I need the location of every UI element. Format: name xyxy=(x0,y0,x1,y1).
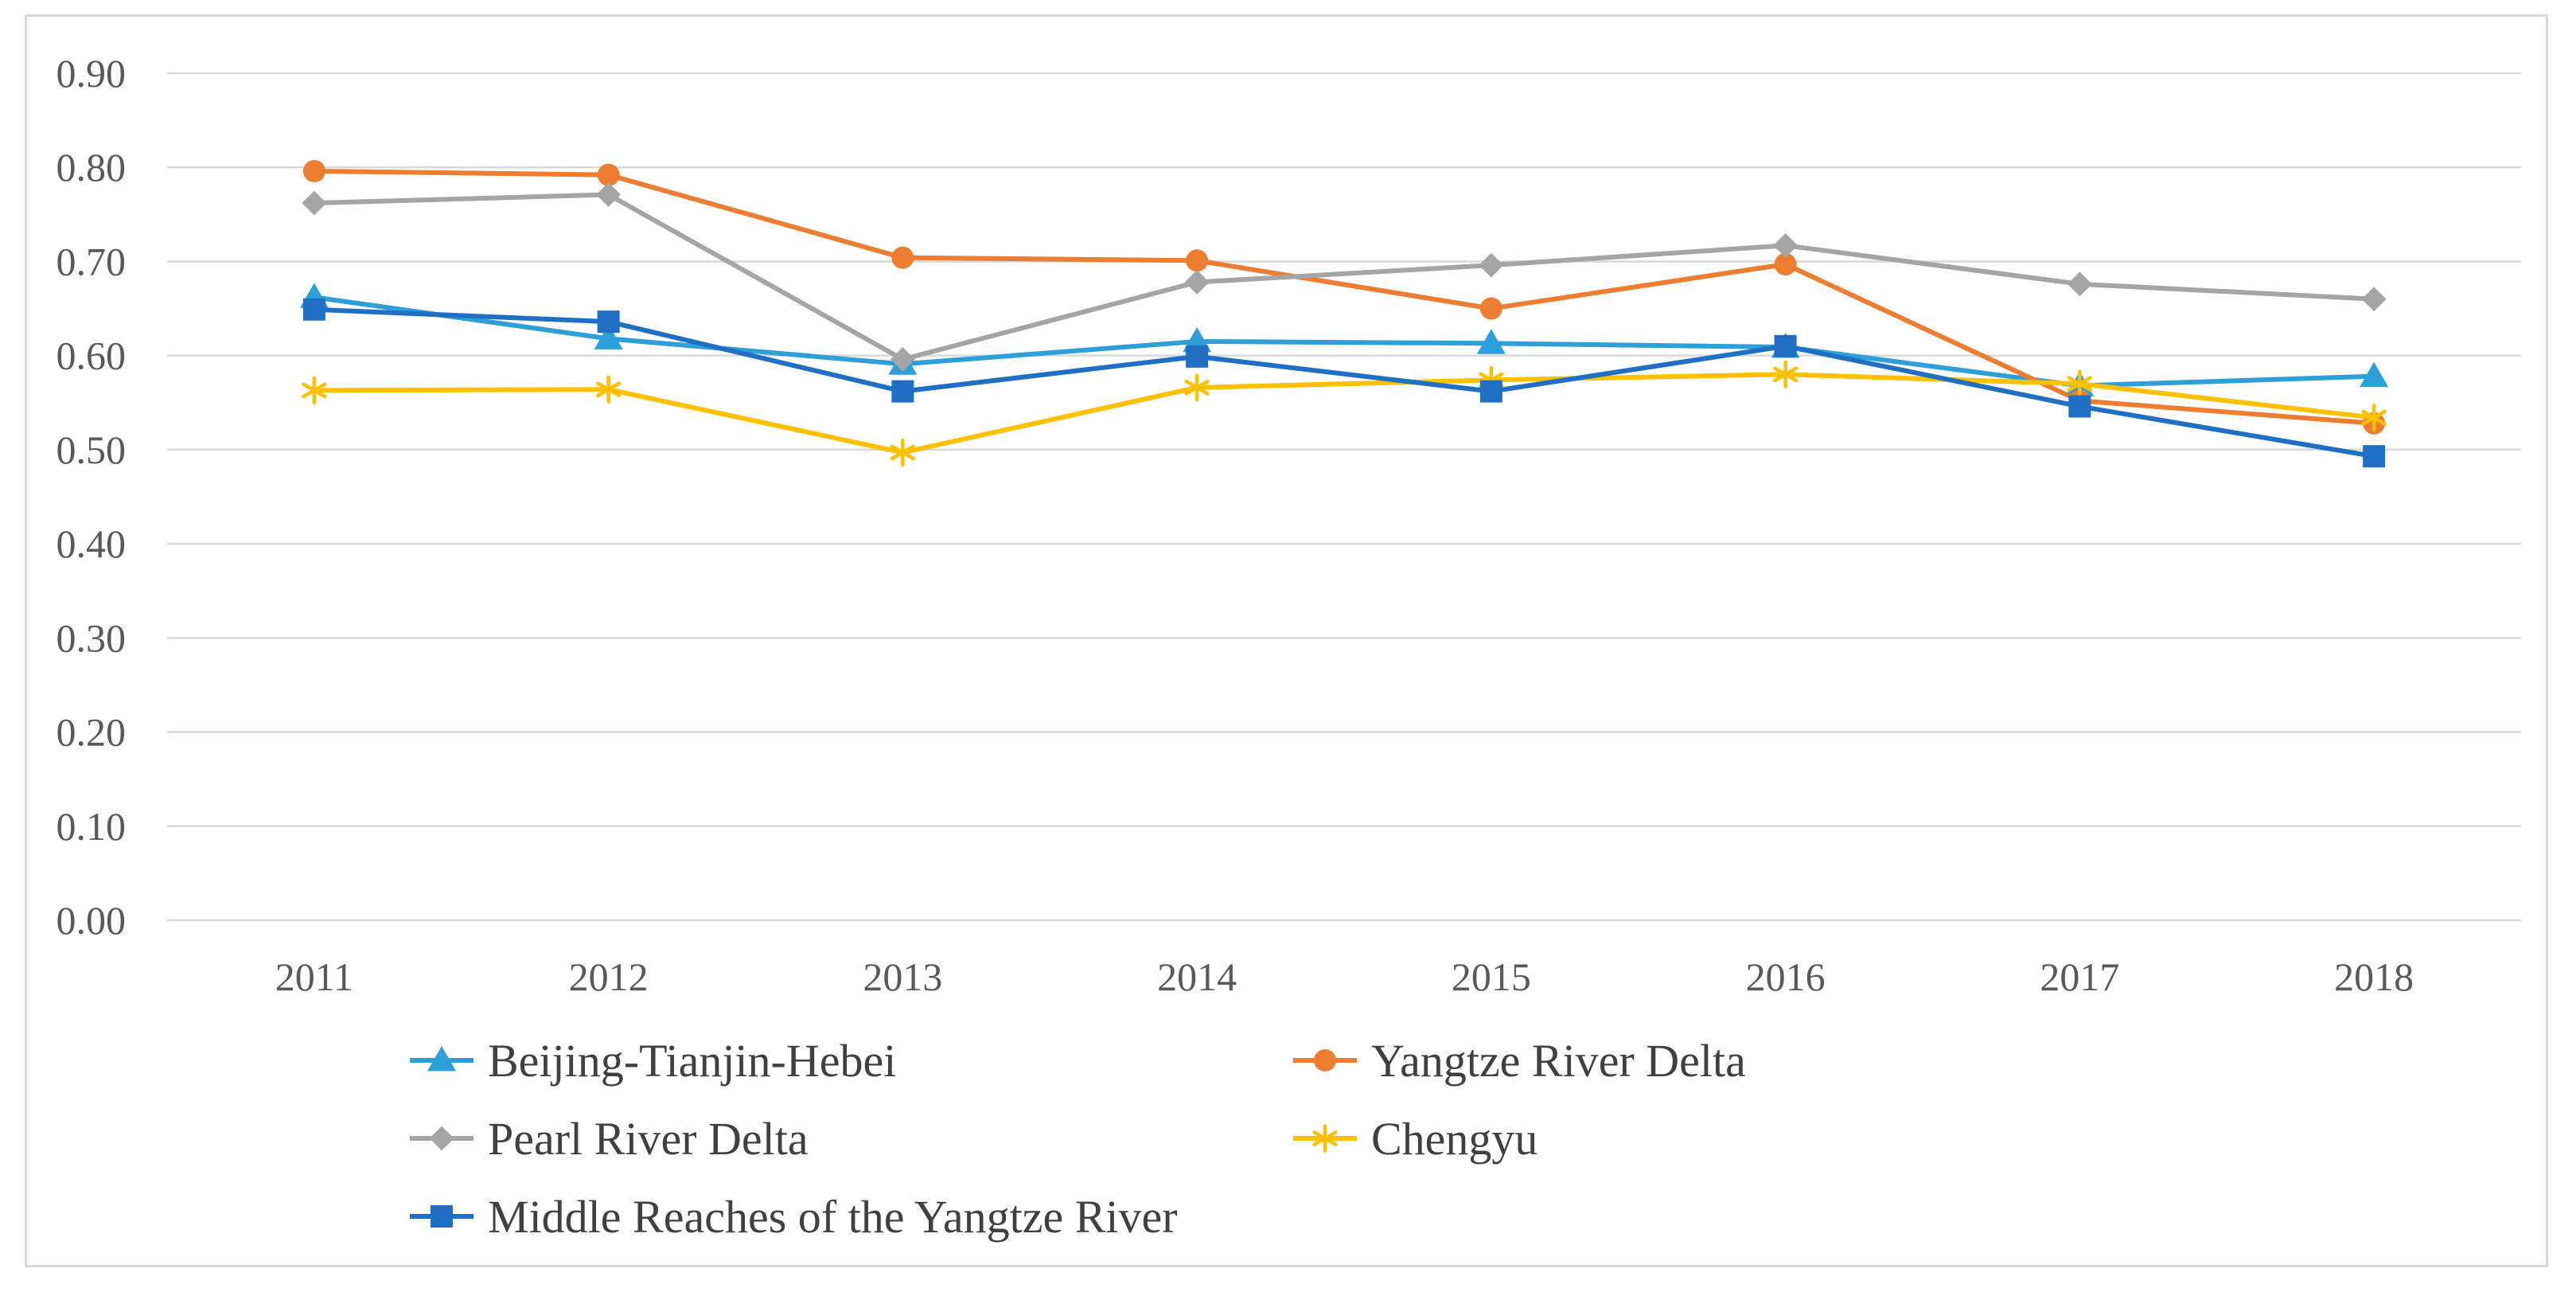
data-point-middle-reaches-of-the-yangtze-river-2011 xyxy=(302,298,325,321)
y-tick-label: 0.80 xyxy=(57,145,127,189)
series-line-chengyu xyxy=(311,372,2377,455)
series-chengyu xyxy=(302,360,2387,467)
series-line-middle-reaches-of-the-yangtze-river xyxy=(311,306,2377,459)
data-point-chengyu-2018 xyxy=(2361,404,2387,432)
y-tick-label: 0.00 xyxy=(57,898,127,943)
legend-item-yangtze-river-delta: Yangtze River Delta xyxy=(1293,1035,1746,1087)
series-pearl-river-delta xyxy=(302,182,2387,372)
data-point-middle-reaches-of-the-yangtze-river-2014 xyxy=(1186,345,1209,368)
legend-label: Middle Reaches of the Yangtze River xyxy=(488,1191,1178,1243)
legend-marker-diamond xyxy=(429,1126,454,1151)
data-point-middle-reaches-of-the-yangtze-river-2013 xyxy=(891,380,914,403)
data-point-yangtze-river-delta-2015 xyxy=(1479,297,1502,320)
series-line-pearl-river-delta xyxy=(311,192,2377,362)
y-tick-label: 0.10 xyxy=(57,804,127,849)
legend-label: Beijing-Tianjin-Hebei xyxy=(488,1035,896,1087)
legend-item-pearl-river-delta: Pearl River Delta xyxy=(410,1113,809,1165)
data-point-chengyu-2016 xyxy=(1772,360,1799,388)
legend-marker-square xyxy=(431,1205,453,1228)
gridlines xyxy=(167,72,2521,922)
legend-item-middle-reaches-of-the-yangtze-river: Middle Reaches of the Yangtze River xyxy=(410,1191,1178,1243)
data-point-yangtze-river-delta-2013 xyxy=(891,246,914,269)
data-point-pearl-river-delta-2014 xyxy=(1184,270,1210,295)
y-tick-label: 0.90 xyxy=(57,51,127,96)
y-tick-label: 0.50 xyxy=(57,427,127,472)
x-tick-label: 2013 xyxy=(863,954,942,999)
data-point-middle-reaches-of-the-yangtze-river-2017 xyxy=(2068,395,2091,418)
x-tick-label: 2017 xyxy=(2040,954,2119,999)
data-point-pearl-river-delta-2015 xyxy=(1479,252,1504,278)
data-point-chengyu-2014 xyxy=(1184,373,1210,402)
x-tick-label: 2018 xyxy=(2334,954,2414,999)
data-point-yangtze-river-delta-2011 xyxy=(302,159,325,182)
legend-marker-asterisk xyxy=(1312,1124,1338,1153)
y-axis-tick-labels: 0.00 0.10 0.20 0.30 0.40 0.50 0.60 0.70 0.80 0.90 xyxy=(57,51,127,943)
data-point-middle-reaches-of-the-yangtze-river-2018 xyxy=(2363,445,2386,468)
series-line-yangtze-river-delta xyxy=(311,168,2377,426)
x-tick-label: 2012 xyxy=(569,954,649,999)
data-point-beijing-tianjin-hebei-2015 xyxy=(1476,329,1506,354)
series-middle-reaches-of-the-yangtze-river xyxy=(302,298,2386,468)
y-tick-label: 0.70 xyxy=(57,239,127,283)
data-point-yangtze-river-delta-2012 xyxy=(597,163,620,186)
data-point-chengyu-2012 xyxy=(595,375,622,404)
legend-marker-circle xyxy=(1314,1049,1336,1071)
data-point-yangtze-river-delta-2016 xyxy=(1774,252,1797,275)
series-lines xyxy=(299,159,2389,468)
y-tick-label: 0.60 xyxy=(57,334,127,378)
data-point-yangtze-river-delta-2014 xyxy=(1186,249,1209,272)
data-point-middle-reaches-of-the-yangtze-river-2012 xyxy=(597,310,620,334)
legend-label: Yangtze River Delta xyxy=(1371,1035,1746,1087)
data-point-pearl-river-delta-2012 xyxy=(596,182,622,207)
data-point-pearl-river-delta-2016 xyxy=(1773,232,1799,258)
legend-marker-triangle xyxy=(427,1046,456,1071)
x-tick-label: 2016 xyxy=(1746,954,1826,999)
legend-label: Pearl River Delta xyxy=(488,1113,809,1165)
data-point-chengyu-2013 xyxy=(890,438,916,467)
x-tick-label: 2014 xyxy=(1157,954,1237,999)
data-point-pearl-river-delta-2013 xyxy=(890,346,915,372)
legend: Beijing-Tianjin-Hebei Yangtze River Delta… xyxy=(410,1035,1746,1243)
data-point-chengyu-2011 xyxy=(302,376,327,405)
data-point-middle-reaches-of-the-yangtze-river-2016 xyxy=(1774,334,1797,357)
series-yangtze-river-delta xyxy=(302,159,2386,435)
y-tick-label: 0.20 xyxy=(57,710,127,755)
data-point-beijing-tianjin-hebei-2018 xyxy=(2360,361,2389,388)
legend-label: Chengyu xyxy=(1371,1113,1537,1165)
legend-item-chengyu: Chengyu xyxy=(1293,1113,1537,1165)
x-tick-label: 2015 xyxy=(1452,954,1531,999)
x-tick-label: 2011 xyxy=(275,954,353,999)
legend-item-beijing-tianjin-hebei: Beijing-Tianjin-Hebei xyxy=(410,1035,896,1087)
data-point-beijing-tianjin-hebei-2012 xyxy=(594,324,623,349)
y-tick-label: 0.40 xyxy=(57,521,127,566)
x-axis-tick-labels: 2011 2012 2013 2014 2015 2016 2017 2018 xyxy=(275,954,2414,999)
data-point-pearl-river-delta-2011 xyxy=(302,190,327,216)
data-point-pearl-river-delta-2017 xyxy=(2067,271,2092,297)
y-tick-label: 0.30 xyxy=(57,615,127,660)
data-point-chengyu-2017 xyxy=(2067,369,2093,398)
data-point-middle-reaches-of-the-yangtze-river-2015 xyxy=(1479,380,1502,403)
data-point-pearl-river-delta-2018 xyxy=(2361,287,2387,312)
